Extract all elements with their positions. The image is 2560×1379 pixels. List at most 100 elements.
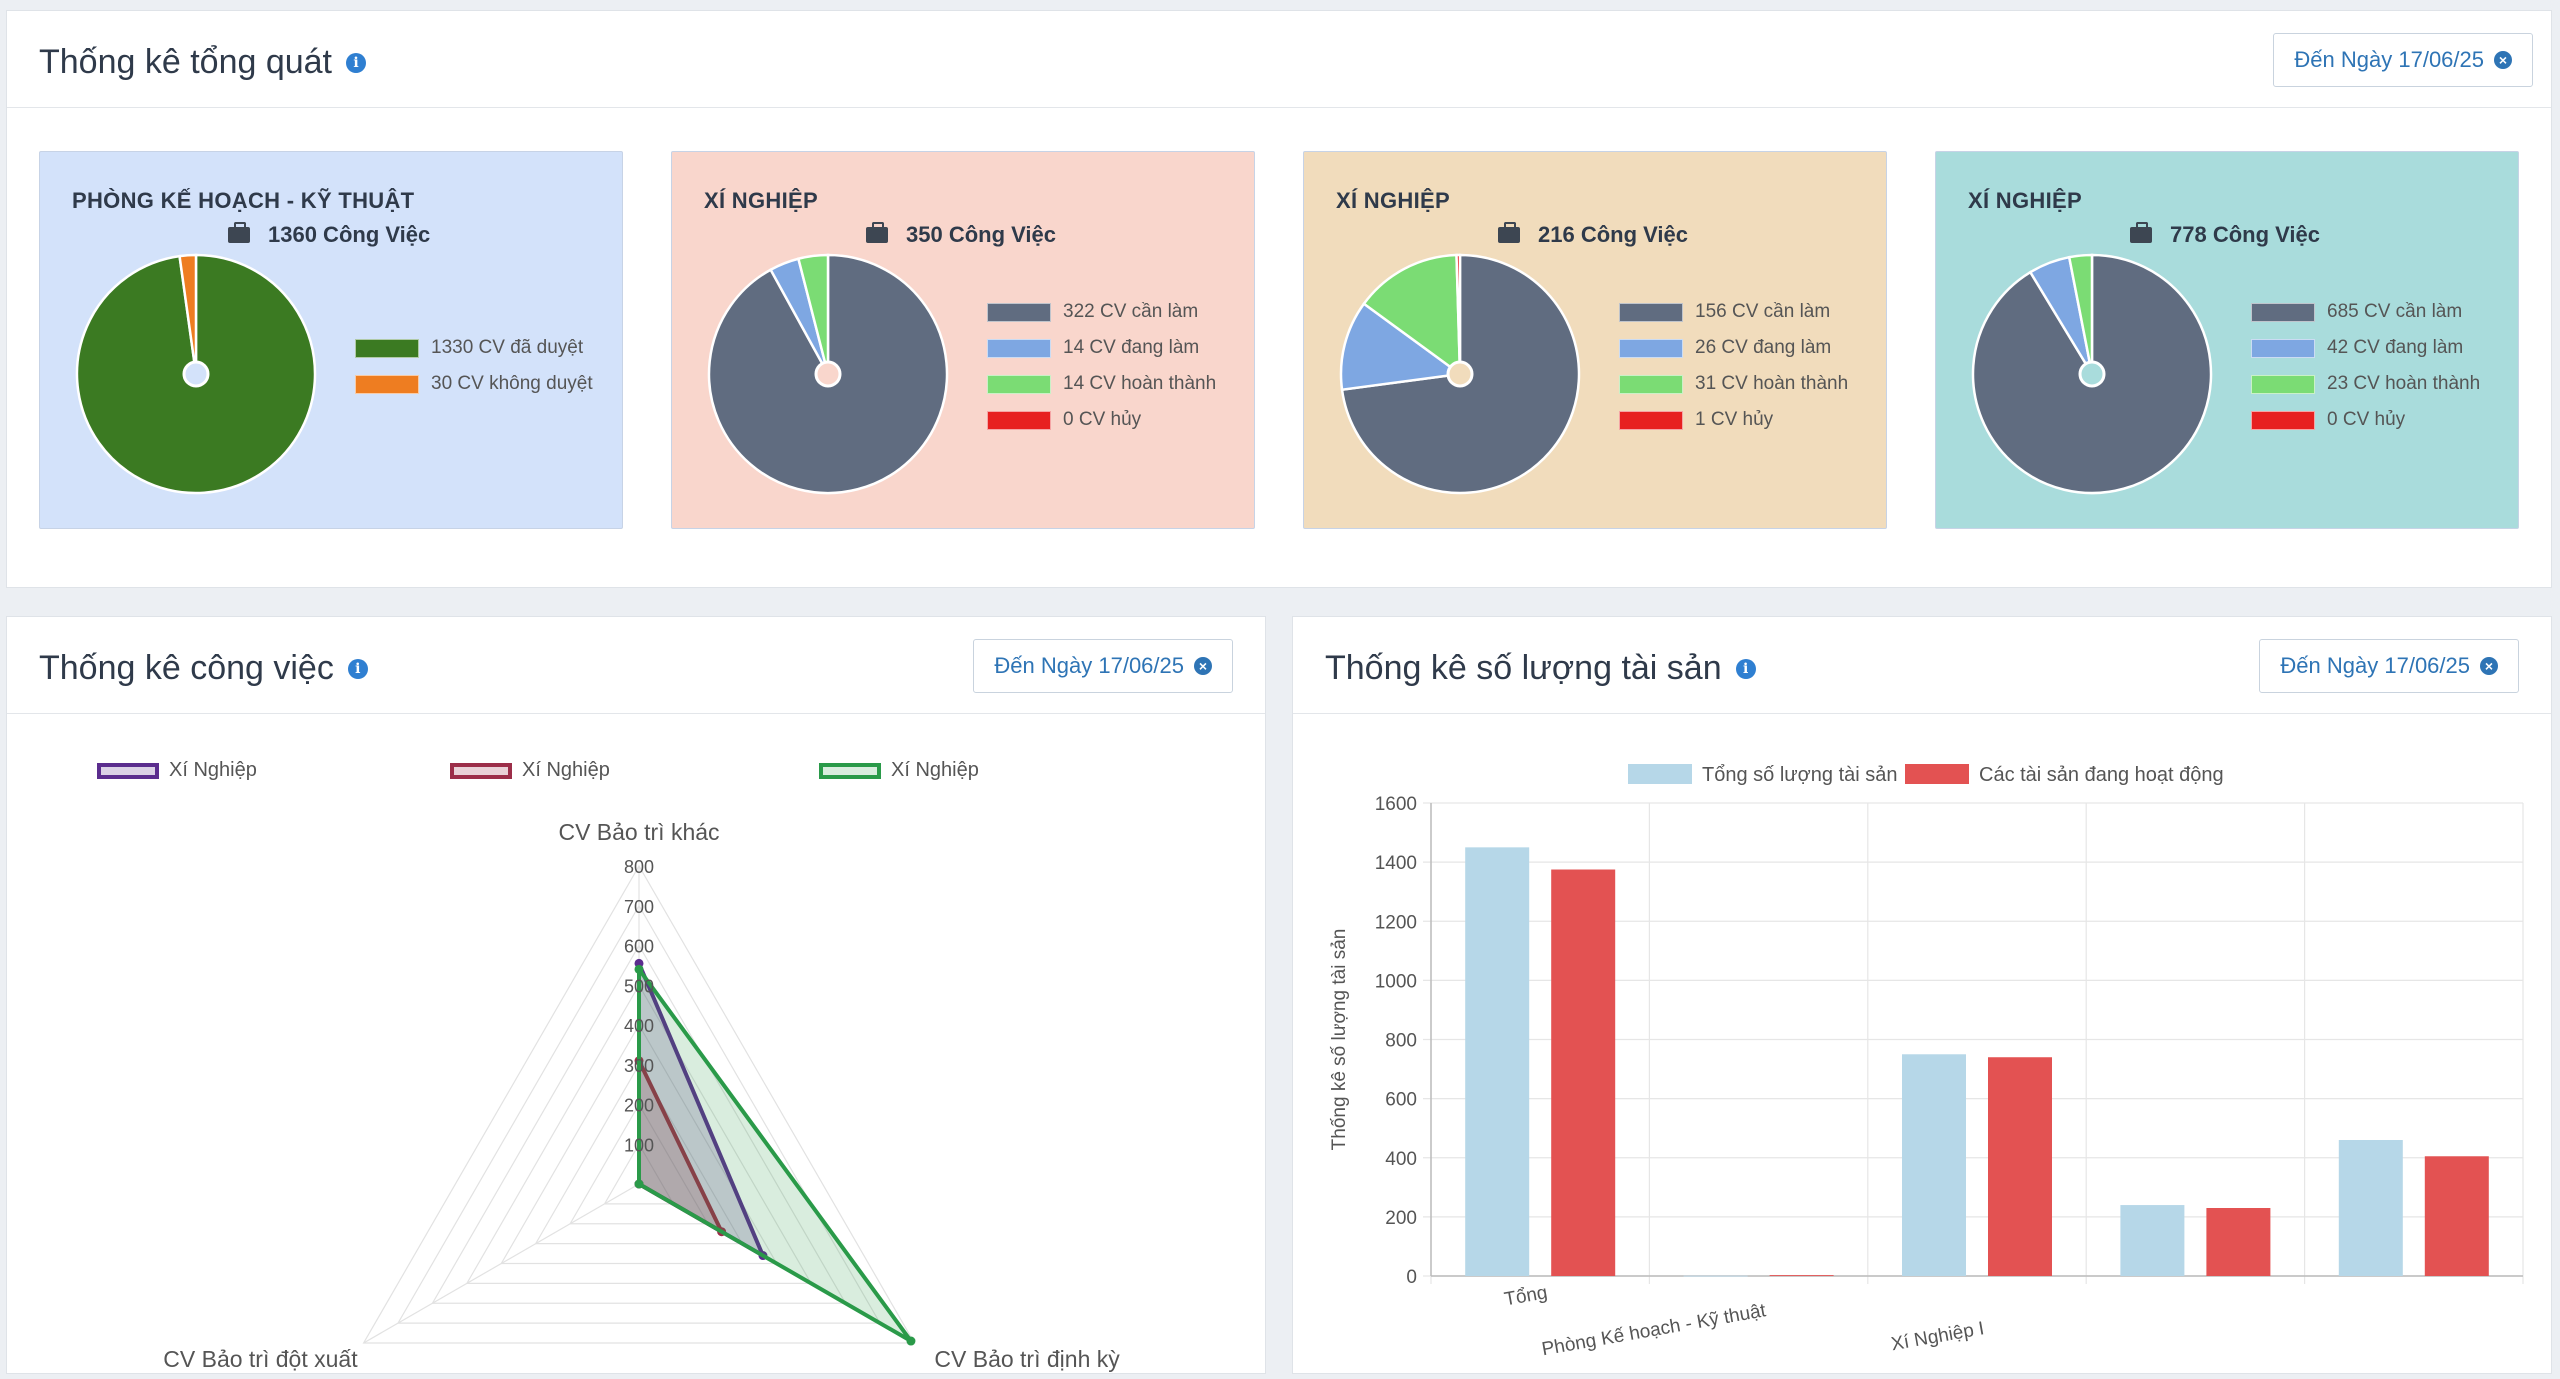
- bar[interactable]: [1988, 1057, 2052, 1276]
- pie-legend: 685 CV cần làm 42 CV đang làm 23 CV hoàn t…: [2251, 294, 2480, 438]
- bar[interactable]: [2206, 1208, 2271, 1276]
- legend-item[interactable]: 1330 CV đã duyệt: [355, 330, 593, 366]
- radar-grid: [396, 904, 882, 1324]
- overview-date-button[interactable]: Đến Ngày 17/06/25 ×: [2273, 33, 2533, 87]
- legend-item[interactable]: 26 CV đang làm: [1619, 330, 1848, 366]
- legend-item[interactable]: 30 CV không duyệt: [355, 366, 593, 402]
- bar-y-tick-label: 600: [1385, 1090, 1417, 1111]
- radar-tick-label: 300: [624, 1056, 654, 1076]
- radar-legend-item[interactable]: Xí Nghiệp: [819, 759, 979, 782]
- legend-swatch: [2251, 410, 2315, 430]
- pie-chart: [75, 253, 317, 495]
- bar[interactable]: [2338, 1140, 2403, 1276]
- legend-swatch: [1619, 302, 1683, 322]
- stat-card: XÍ NGHIỆP 216 Công Việc 156 CV cần làm 26 C…: [1303, 151, 1887, 529]
- radar-grid: [362, 864, 916, 1344]
- radar-axis-label: CV Bảo trì khác: [558, 819, 719, 845]
- bar[interactable]: [1902, 1054, 1966, 1276]
- card-title: XÍ NGHIỆP: [704, 188, 818, 213]
- svg-text:Các tài sản đang hoạt động: Các tài sản đang hoạt động: [1979, 764, 2224, 786]
- legend-swatch: [1619, 374, 1683, 394]
- radar-grid: [465, 984, 813, 1284]
- briefcase-icon: [866, 222, 888, 243]
- radar-tick-label: 700: [624, 897, 654, 917]
- svg-text:Tổng số lượng tài sản: Tổng số lượng tài sản: [1702, 764, 1898, 786]
- legend-item[interactable]: 31 CV hoàn thành: [1619, 366, 1848, 402]
- card-count: 350 Công Việc: [866, 222, 1056, 248]
- overview-header: Thống kê tổng quát i Đến Ngày 17/06/25 ×: [7, 11, 2551, 108]
- bar[interactable]: [1551, 869, 1616, 1276]
- pie-slice[interactable]: [1455, 253, 1462, 375]
- overview-panel: Thống kê tổng quát i Đến Ngày 17/06/25 ×…: [6, 10, 2552, 588]
- legend-item[interactable]: 14 CV hoàn thành: [987, 366, 1216, 402]
- bar[interactable]: [2120, 1205, 2185, 1276]
- close-icon[interactable]: ×: [1194, 657, 1212, 675]
- legend-item[interactable]: 156 CV cần làm: [1619, 294, 1848, 330]
- info-icon[interactable]: i: [346, 52, 367, 73]
- asset-stats-panel: Thống kê số lượng tài sản i Đến Ngày 17/…: [1292, 616, 2552, 1374]
- radar-point[interactable]: [634, 1179, 644, 1189]
- pie-center: [1446, 360, 1474, 388]
- pie-slice[interactable]: [178, 253, 198, 375]
- legend-swatch: [819, 762, 881, 779]
- legend-swatch: [987, 338, 1051, 358]
- bar[interactable]: [1465, 847, 1530, 1276]
- stat-card: XÍ NGHIỆP 778 Công Việc 685 CV cần làm 42 C…: [1935, 151, 2519, 529]
- radar-axis: [363, 1183, 640, 1344]
- info-icon[interactable]: i: [1735, 658, 1756, 679]
- legend-swatch: [355, 338, 419, 358]
- pie-chart: [1339, 253, 1581, 495]
- bar-legend-item[interactable]: Tổng số lượng tài sản: [1628, 764, 1898, 786]
- bar-legend-item[interactable]: Các tài sản đang hoạt động: [1905, 764, 2224, 786]
- radar-tick-label: 200: [624, 1096, 654, 1116]
- radar-point[interactable]: [906, 1336, 916, 1346]
- asset-stats-date-button[interactable]: Đến Ngày 17/06/25 ×: [2259, 639, 2519, 693]
- close-icon[interactable]: ×: [2494, 51, 2512, 69]
- legend-item[interactable]: 23 CV hoàn thành: [2251, 366, 2480, 402]
- radar-axis-label: CV Bảo trì đột xuất: [163, 1346, 358, 1372]
- bar[interactable]: [1769, 1275, 1834, 1276]
- info-icon[interactable]: i: [347, 658, 368, 679]
- radar-tick-label: 400: [624, 1016, 654, 1036]
- bar-y-tick-label: 200: [1385, 1208, 1417, 1229]
- briefcase-icon: [228, 222, 250, 243]
- legend-item[interactable]: 42 CV đang làm: [2251, 330, 2480, 366]
- bar-y-axis-title: Thống kê số lượng tài sản: [1329, 929, 1350, 1151]
- bar[interactable]: [2424, 1156, 2489, 1276]
- legend-item[interactable]: 322 CV cần làm: [987, 294, 1216, 330]
- legend-swatch: [987, 374, 1051, 394]
- radar-legend-item[interactable]: Xí Nghiệp: [97, 759, 257, 782]
- pie-legend: 1330 CV đã duyệt 30 CV không duyệt: [355, 330, 593, 402]
- bar-y-tick-label: 1600: [1375, 794, 1417, 815]
- card-title: XÍ NGHIỆP: [1968, 188, 2082, 213]
- pie-slice[interactable]: [796, 253, 830, 375]
- work-stats-date-button[interactable]: Đến Ngày 17/06/25 ×: [973, 639, 1233, 693]
- pie-slice[interactable]: [2067, 253, 2094, 375]
- work-stats-panel: Thống kê công việc i Đến Ngày 17/06/25 ×…: [6, 616, 1266, 1374]
- radar-legend-item[interactable]: Xí Nghiệp: [450, 759, 610, 782]
- bar[interactable]: [1683, 1275, 1748, 1277]
- work-stats-header: Thống kê công việc i Đến Ngày 17/06/25 ×: [7, 617, 1265, 714]
- pie-center: [182, 360, 210, 388]
- legend-item[interactable]: 0 CV hủy: [987, 402, 1216, 438]
- overview-title: Thống kê tổng quát i: [39, 43, 367, 82]
- radar-point[interactable]: [634, 964, 644, 974]
- card-count: 216 Công Việc: [1498, 222, 1688, 248]
- pie-slice[interactable]: [1362, 253, 1462, 377]
- bar-y-tick-label: 0: [1406, 1267, 1417, 1288]
- legend-swatch: [2251, 374, 2315, 394]
- legend-item[interactable]: 14 CV đang làm: [987, 330, 1216, 366]
- legend-swatch: [450, 762, 512, 779]
- pie-chart: [1971, 253, 2213, 495]
- legend-swatch: [1619, 410, 1683, 430]
- bar-y-tick-label: 800: [1385, 1031, 1417, 1052]
- bar-x-tick-label: Tổng: [1503, 1282, 1549, 1310]
- radar-grid: [569, 1103, 709, 1225]
- briefcase-icon: [2130, 222, 2152, 243]
- radar-grid: [500, 1023, 778, 1265]
- legend-item[interactable]: 1 CV hủy: [1619, 402, 1848, 438]
- pie-slice[interactable]: [1339, 302, 1464, 392]
- close-icon[interactable]: ×: [2480, 657, 2498, 675]
- legend-item[interactable]: 685 CV cần làm: [2251, 294, 2480, 330]
- legend-item[interactable]: 0 CV hủy: [2251, 402, 2480, 438]
